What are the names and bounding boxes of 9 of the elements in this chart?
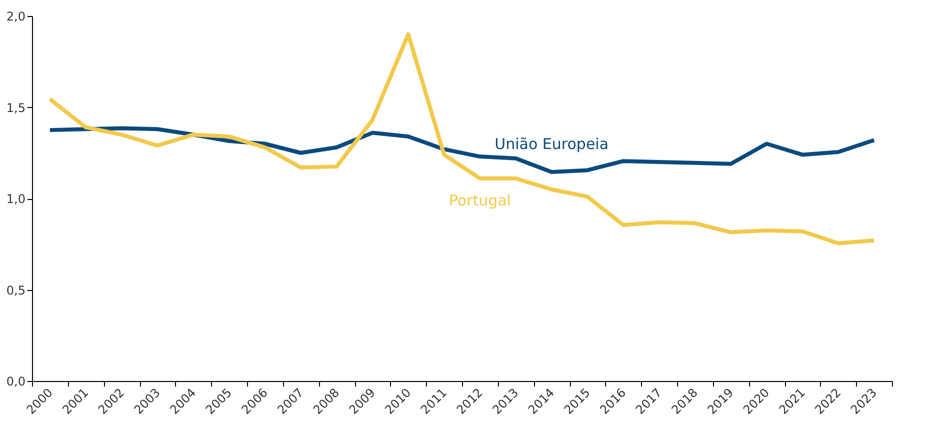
line-series (48, 32, 876, 246)
series-label: União Europeia (494, 135, 609, 154)
line-series (48, 126, 876, 174)
series-label: Portugal (448, 191, 511, 210)
y-tick-label: 0,0 (6, 374, 26, 388)
y-tick-label: 0,5 (6, 283, 26, 298)
y-tick-label: 1,5 (6, 100, 26, 115)
y-tick-label: 2,0 (6, 10, 26, 24)
y-tick-label: 1,0 (6, 192, 26, 206)
